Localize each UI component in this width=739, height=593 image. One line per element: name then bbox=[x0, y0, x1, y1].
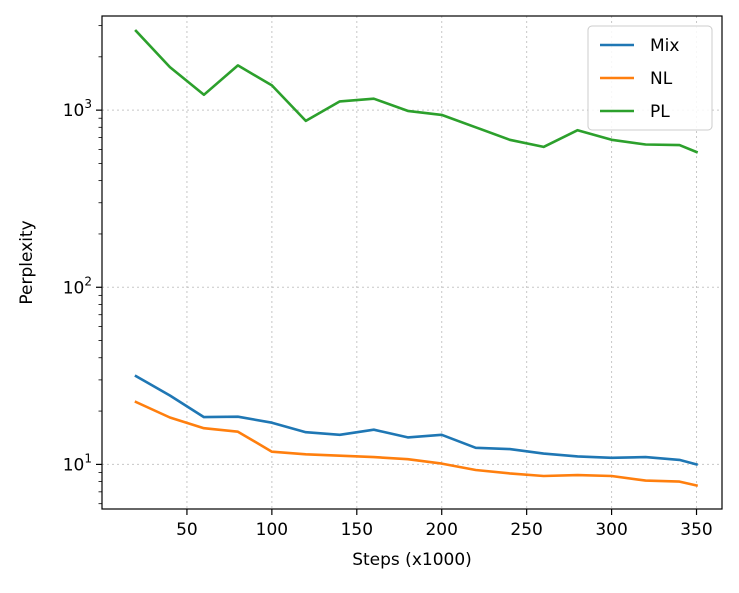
series-line-nl bbox=[134, 400, 699, 488]
series-lines bbox=[134, 29, 699, 488]
y-tick-label: 103 bbox=[63, 97, 92, 121]
legend-label-mix: Mix bbox=[650, 36, 679, 56]
x-tick-label: 250 bbox=[510, 520, 542, 540]
x-axis-label: Steps (x1000) bbox=[352, 550, 472, 570]
series-line-pl bbox=[134, 29, 699, 154]
x-tick-label: 150 bbox=[341, 520, 373, 540]
y-tick-label: 101 bbox=[63, 451, 92, 475]
legend-label-pl: PL bbox=[650, 102, 670, 122]
x-tick-label: 50 bbox=[176, 520, 198, 540]
x-tick-label: 100 bbox=[256, 520, 288, 540]
x-axis-ticks: 50 100 150 200 250 300 350 bbox=[176, 509, 713, 540]
x-tick-label: 300 bbox=[595, 520, 627, 540]
legend-box bbox=[587, 25, 713, 131]
legend-label-nl: NL bbox=[650, 69, 673, 89]
y-axis-ticks: 101 102 103 bbox=[63, 25, 102, 505]
plot-frame bbox=[101, 15, 723, 510]
series-line-mix bbox=[134, 374, 699, 466]
legend: Mix NL PL bbox=[587, 25, 713, 131]
y-axis-label: Perplexity bbox=[17, 220, 37, 304]
x-tick-label: 200 bbox=[425, 520, 457, 540]
y-tick-label: 102 bbox=[63, 274, 92, 298]
x-tick-label: 350 bbox=[680, 520, 712, 540]
